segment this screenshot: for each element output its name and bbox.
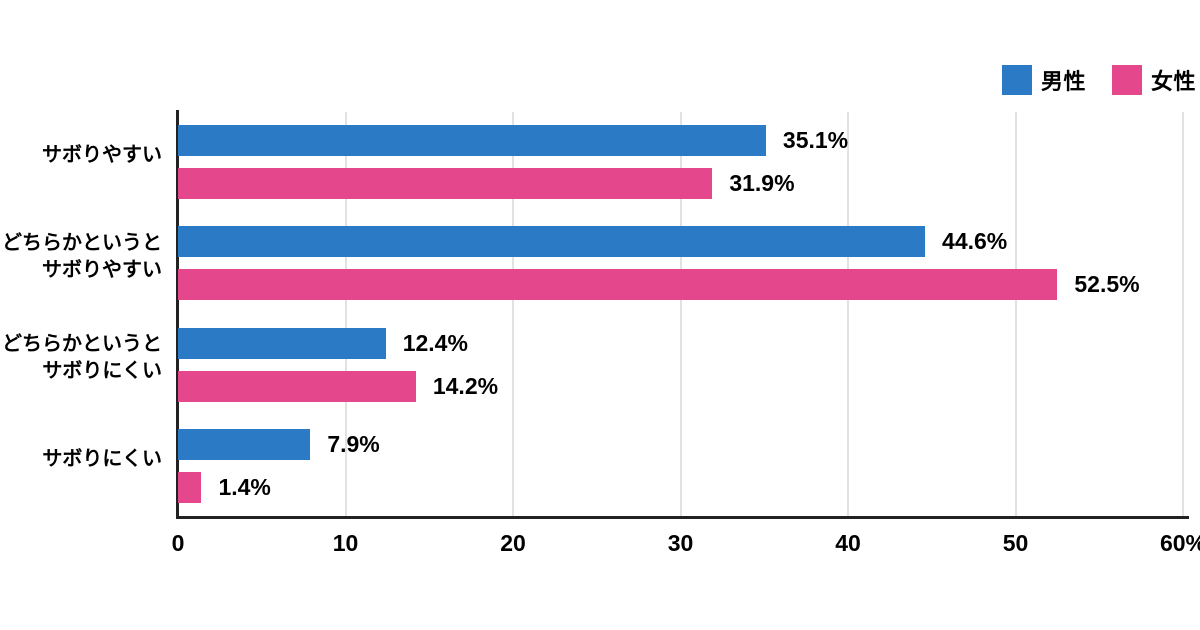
value-label: 12.4%	[402, 329, 468, 356]
x-tick-label: 50	[1002, 530, 1029, 556]
y-axis-line	[176, 110, 179, 519]
x-tick-label: 10	[332, 530, 359, 556]
legend-item-male: 男性	[1001, 64, 1086, 96]
bar-male	[178, 428, 311, 460]
female-swatch	[1111, 65, 1142, 95]
value-label: 44.6%	[942, 228, 1008, 255]
bar-female	[178, 370, 416, 402]
x-tick-label: 30	[667, 530, 694, 556]
x-tick-label: 0	[171, 530, 185, 556]
male-swatch	[1001, 65, 1032, 95]
x-tick-label: 20	[500, 530, 526, 556]
bar-male	[178, 327, 386, 359]
legend-item-female: 女性	[1111, 64, 1196, 96]
value-label: 14.2%	[432, 372, 499, 399]
gridline-30	[679, 112, 682, 517]
bar-female	[178, 269, 1058, 301]
category-label: サボりやすい	[42, 144, 162, 166]
legend: 男性 女性	[1001, 64, 1196, 96]
value-label: 31.9%	[729, 170, 795, 196]
gridline-10	[344, 112, 347, 517]
legend-label-male: 男性	[1040, 69, 1086, 94]
gridline-60	[1182, 112, 1184, 517]
legend-label-female: 女性	[1150, 69, 1196, 94]
x-tick-label: 40	[835, 530, 861, 556]
bar-male	[178, 125, 766, 156]
category-label: サボりにくい	[42, 447, 162, 470]
value-label: 52.5%	[1074, 271, 1140, 298]
gridline-40	[847, 112, 849, 517]
gridline-20	[512, 112, 514, 517]
bar-male	[178, 226, 926, 258]
gridline-50	[1014, 112, 1017, 517]
value-label: 35.1%	[782, 127, 849, 153]
bar-female	[178, 471, 202, 503]
bar-female	[178, 168, 713, 199]
category-label: どちらかというと サボりにくい	[2, 333, 162, 382]
value-label: 7.9%	[327, 430, 380, 457]
value-label: 1.4%	[218, 473, 271, 500]
x-tick-label: 60%	[1159, 530, 1200, 556]
category-label: どちらかというと サボりやすい	[2, 231, 162, 281]
x-axis-line	[176, 516, 1189, 519]
